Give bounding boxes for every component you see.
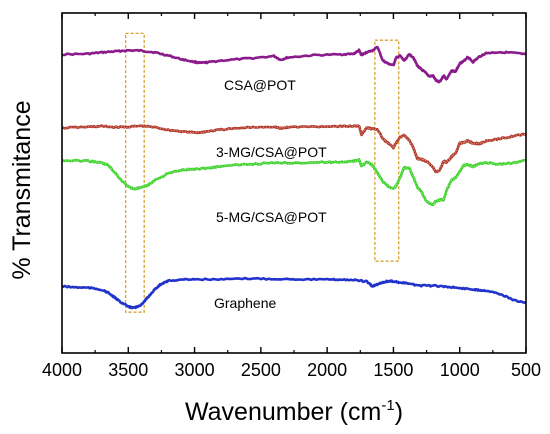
x-tick-label-1500: 1500 <box>373 360 413 380</box>
x-tick-label-2500: 2500 <box>241 360 281 380</box>
series-markers-5mg <box>61 157 527 206</box>
x-axis-unit-open: ( <box>333 398 349 426</box>
x-tick-label-3500: 3500 <box>108 360 148 380</box>
series-label-5mg: 5-MG/CSA@POT <box>216 209 327 225</box>
highlight-regions <box>124 32 400 313</box>
x-tick-label-1000: 1000 <box>440 360 480 380</box>
x-tick-label-2000: 2000 <box>307 360 347 380</box>
x-axis-title: Wavenumber (cm-1) <box>185 397 403 426</box>
y-axis-title: % Transmitance <box>8 100 36 279</box>
series-lines <box>61 45 527 310</box>
x-axis-ticks: 4000 3500 3000 2500 2000 1500 1000 500 <box>42 13 541 380</box>
series-label-graphene: Graphene <box>214 295 276 311</box>
x-axis-unit-exp: -1 <box>381 397 394 414</box>
highlight-box-2 <box>374 39 400 262</box>
x-axis-unit-base: cm <box>348 398 381 426</box>
series-line-graphene <box>61 276 527 310</box>
x-axis-title-text: Wavenumber <box>185 398 333 426</box>
series-line-5-mg-csa-pot <box>61 157 527 207</box>
series-label-csa: CSA@POT <box>224 77 296 93</box>
series-markers-3mg <box>61 124 527 173</box>
plot-frame <box>61 12 527 354</box>
x-axis-unit-close: ) <box>395 398 403 426</box>
x-tick-label-500: 500 <box>511 360 541 380</box>
series-line-csa-pot <box>62 45 527 84</box>
highlight-box-1 <box>124 32 145 313</box>
x-tick-label-4000: 4000 <box>42 360 82 380</box>
x-tick-label-3000: 3000 <box>175 360 215 380</box>
series-label-3mg: 3-MG/CSA@POT <box>216 144 327 160</box>
